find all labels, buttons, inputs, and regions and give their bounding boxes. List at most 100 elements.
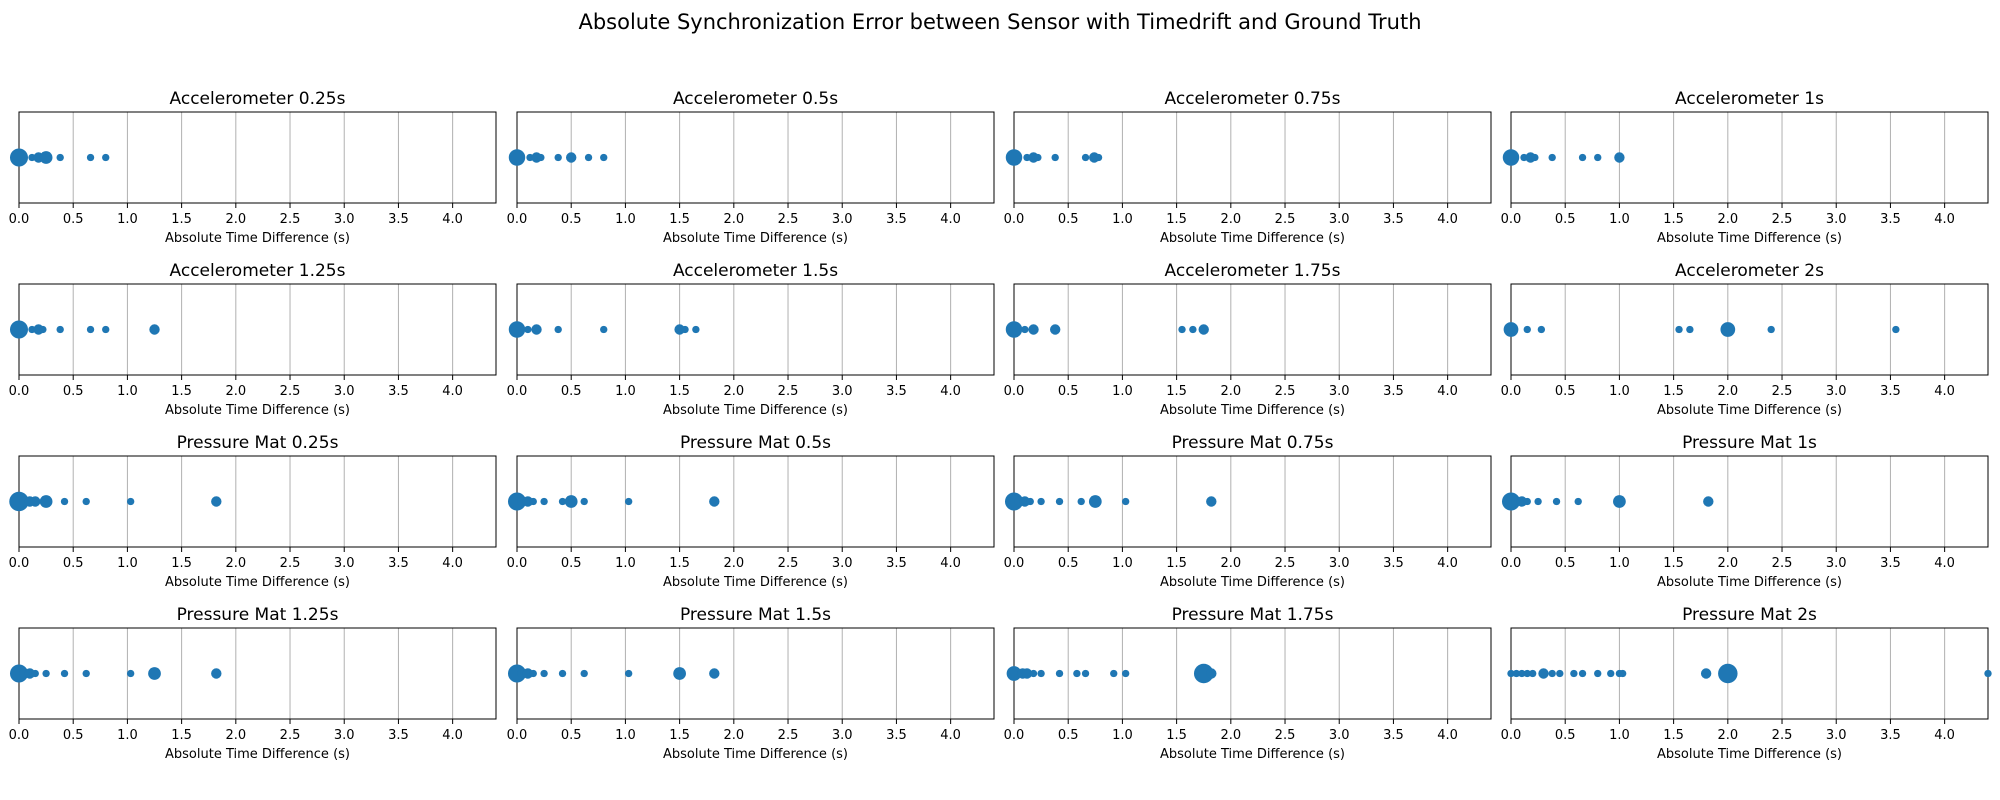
subplot-title: Accelerometer 1s bbox=[1675, 89, 1824, 109]
subplot-title: Pressure Mat 1.75s bbox=[1172, 605, 1334, 625]
x-tick-label: 0.5 bbox=[1058, 556, 1079, 571]
x-axis-label: Absolute Time Difference (s) bbox=[1160, 403, 1345, 418]
x-tick-label: 0.0 bbox=[507, 728, 528, 743]
data-point bbox=[148, 667, 161, 680]
x-tick-label: 2.5 bbox=[1275, 556, 1296, 571]
x-tick-label: 3.0 bbox=[832, 384, 853, 399]
data-point bbox=[39, 151, 53, 164]
data-point bbox=[1607, 669, 1615, 678]
data-point bbox=[584, 153, 593, 162]
x-axis-label: Absolute Time Difference (s) bbox=[663, 403, 848, 418]
data-point bbox=[1512, 669, 1521, 678]
x-tick-label: 3.5 bbox=[388, 556, 409, 571]
x-tick-label: 0.5 bbox=[561, 384, 582, 399]
x-tick-label: 2.0 bbox=[225, 212, 246, 227]
data-point bbox=[531, 324, 542, 335]
axes-frame bbox=[1013, 455, 1492, 548]
data-point bbox=[60, 497, 69, 506]
data-point bbox=[1026, 497, 1034, 506]
x-tick-label: 3.5 bbox=[886, 728, 907, 743]
data-point bbox=[102, 325, 110, 334]
subplot-title: Pressure Mat 1.25s bbox=[177, 605, 339, 625]
x-tick-label: 3.5 bbox=[1383, 384, 1404, 399]
x-tick-label: 3.5 bbox=[1383, 556, 1404, 571]
x-tick-label: 3.5 bbox=[1880, 556, 1901, 571]
data-point bbox=[1028, 324, 1039, 335]
x-tick-label: 0.5 bbox=[1058, 728, 1079, 743]
subplot-title: Pressure Mat 0.5s bbox=[680, 433, 831, 453]
x-tick-label: 2.0 bbox=[1717, 728, 1738, 743]
data-point bbox=[1055, 669, 1064, 678]
data-point bbox=[1984, 669, 1992, 678]
data-point bbox=[39, 495, 53, 508]
data-point bbox=[1037, 669, 1045, 678]
subplot-title: Accelerometer 0.5s bbox=[673, 89, 838, 109]
x-tick-label: 3.5 bbox=[886, 384, 907, 399]
x-tick-label: 2.0 bbox=[1220, 212, 1241, 227]
data-point bbox=[522, 668, 534, 679]
subplot-title: Pressure Mat 2s bbox=[1682, 605, 1817, 625]
x-tick-label: 1.0 bbox=[1609, 212, 1630, 227]
x-tick-label: 1.0 bbox=[1609, 728, 1630, 743]
data-point bbox=[1049, 324, 1061, 335]
data-point bbox=[600, 325, 608, 334]
data-point bbox=[1021, 668, 1033, 679]
data-point bbox=[1548, 153, 1556, 162]
data-point bbox=[580, 497, 588, 506]
data-point bbox=[1523, 669, 1531, 678]
data-point bbox=[1006, 666, 1022, 681]
data-point bbox=[1720, 322, 1736, 337]
subplot-title: Accelerometer 1.25s bbox=[170, 261, 346, 281]
x-tick-label: 0.5 bbox=[1555, 384, 1576, 399]
x-tick-label: 4.0 bbox=[1437, 212, 1458, 227]
x-tick-label: 3.0 bbox=[1329, 728, 1350, 743]
x-tick-label: 2.5 bbox=[1772, 556, 1793, 571]
data-point bbox=[1094, 153, 1103, 162]
x-tick-label: 0.5 bbox=[1555, 556, 1576, 571]
x-tick-label: 2.0 bbox=[1220, 384, 1241, 399]
x-tick-label: 3.5 bbox=[886, 212, 907, 227]
x-axis-label: Absolute Time Difference (s) bbox=[663, 575, 848, 590]
x-tick-label: 3.5 bbox=[1880, 384, 1901, 399]
x-tick-label: 2.5 bbox=[1275, 728, 1296, 743]
data-point bbox=[1081, 153, 1090, 162]
x-tick-label: 1.0 bbox=[1112, 384, 1133, 399]
data-point bbox=[1055, 497, 1064, 506]
data-point bbox=[529, 497, 537, 506]
x-tick-label: 4.0 bbox=[1934, 556, 1955, 571]
data-point bbox=[9, 320, 29, 339]
data-point bbox=[524, 325, 532, 334]
x-tick-label: 1.0 bbox=[1112, 212, 1133, 227]
x-tick-label: 4.0 bbox=[1437, 728, 1458, 743]
data-point bbox=[1029, 669, 1038, 678]
subplot-title: Accelerometer 2s bbox=[1675, 261, 1824, 281]
x-tick-label: 0.5 bbox=[561, 728, 582, 743]
x-tick-label: 2.0 bbox=[225, 384, 246, 399]
x-tick-label: 2.5 bbox=[280, 384, 301, 399]
x-tick-label: 0.5 bbox=[63, 728, 84, 743]
data-point bbox=[39, 325, 47, 334]
data-point bbox=[522, 496, 534, 507]
x-tick-label: 1.0 bbox=[1609, 556, 1630, 571]
data-point bbox=[126, 669, 135, 678]
data-point bbox=[681, 325, 689, 334]
x-tick-label: 1.0 bbox=[117, 212, 138, 227]
data-point bbox=[1051, 153, 1059, 162]
x-tick-label: 1.0 bbox=[117, 384, 138, 399]
x-tick-label: 0.0 bbox=[9, 212, 30, 227]
data-point bbox=[1121, 669, 1130, 678]
data-point bbox=[580, 669, 588, 678]
data-point bbox=[126, 497, 135, 506]
subplot-title: Accelerometer 1.5s bbox=[673, 261, 838, 281]
x-tick-label: 3.0 bbox=[1826, 212, 1847, 227]
x-tick-label: 3.0 bbox=[1826, 556, 1847, 571]
data-point bbox=[60, 669, 69, 678]
x-axis-label: Absolute Time Difference (s) bbox=[1657, 575, 1842, 590]
x-tick-label: 1.5 bbox=[1663, 384, 1684, 399]
data-point bbox=[1523, 497, 1531, 506]
axes-frame bbox=[516, 627, 995, 720]
x-tick-label: 2.0 bbox=[1717, 556, 1738, 571]
data-point bbox=[56, 325, 64, 334]
x-tick-label: 4.0 bbox=[1437, 384, 1458, 399]
x-tick-label: 0.0 bbox=[9, 556, 30, 571]
